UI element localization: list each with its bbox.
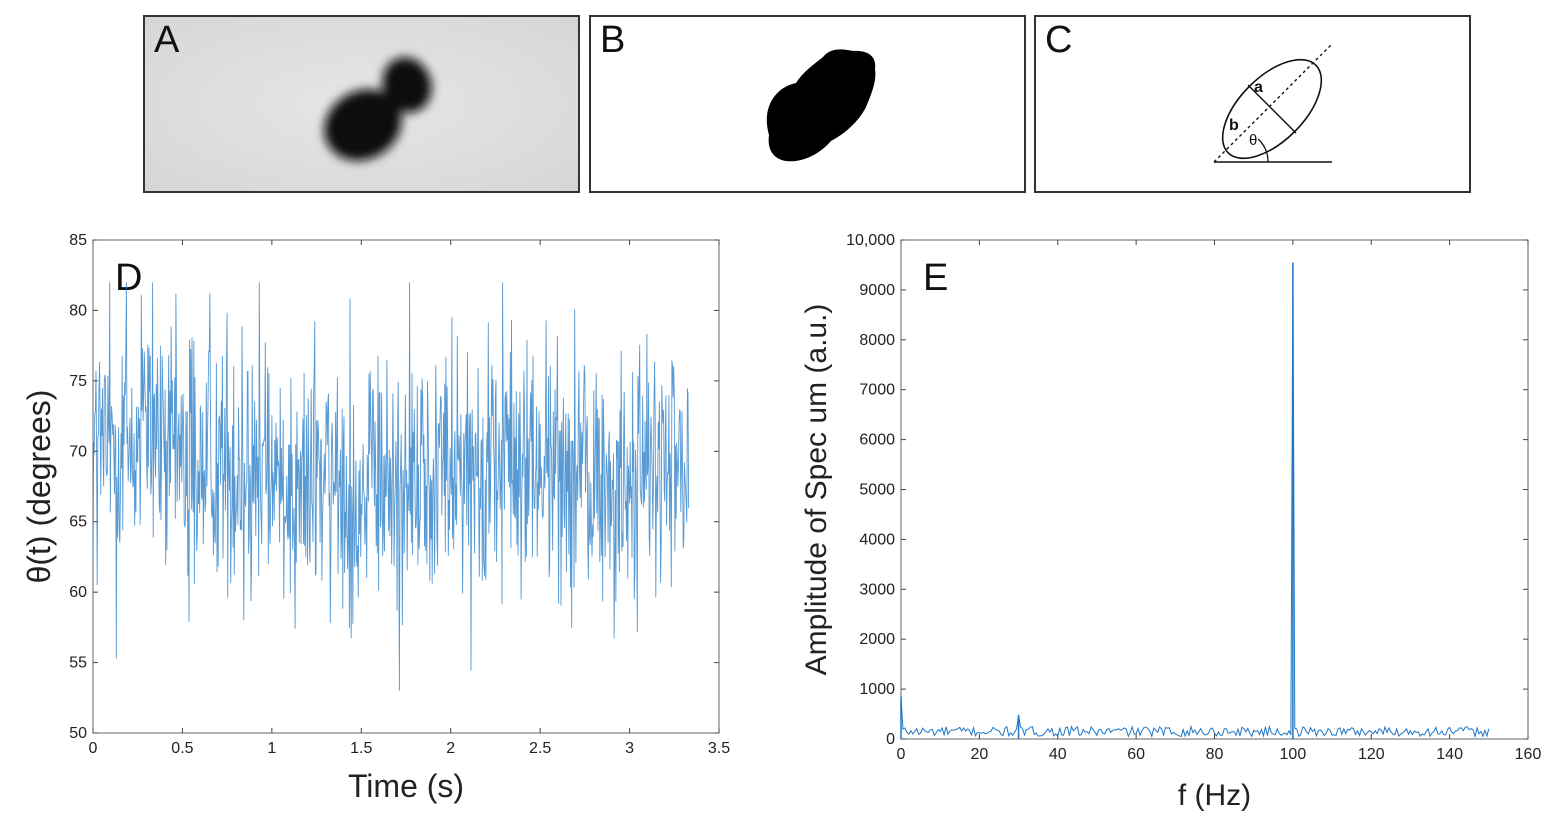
x-axis-label: f (Hz) [1178, 779, 1251, 812]
panel-c-label: C [1045, 19, 1073, 61]
x-tick-label: 0 [897, 746, 906, 763]
axes-frame [900, 239, 1529, 740]
y-tick-label: 4000 [859, 531, 895, 548]
x-tick-label: 2 [446, 740, 455, 757]
panel-b-label: B [600, 19, 626, 61]
x-tick-label: 120 [1358, 746, 1385, 763]
y-tick-label: 70 [69, 443, 87, 460]
label-a: a [1254, 79, 1263, 96]
y-tick-label: 1000 [859, 681, 895, 698]
y-tick-label: 65 [69, 514, 87, 531]
x-tick-label: 100 [1280, 746, 1307, 763]
chart-d-plot-area: 0 0.5 1 1.5 2 2.5 3 3.5 50 55 60 65 70 75 80 85 Time (s)… [21, 232, 730, 804]
y-tick-label: 80 [69, 302, 87, 319]
y-tick-label: 0 [886, 731, 895, 748]
x-tick-label: 2.5 [529, 740, 551, 757]
x-tick-label: 3.5 [708, 740, 730, 757]
y-axis-label: θ(t) (degrees) [21, 390, 57, 584]
mask-blob [766, 49, 876, 162]
spectrum-line [900, 262, 1490, 739]
y-tick-label: 60 [69, 584, 87, 601]
y-axis-label: Amplitude of Spec um (a.u.) [800, 304, 833, 676]
major-axis-line [1213, 43, 1333, 163]
panel-b-binary-mask: B [589, 15, 1026, 193]
x-tick-label: 1.5 [350, 740, 372, 757]
y-tick-label: 50 [69, 725, 87, 742]
x-tick-label: 160 [1515, 746, 1542, 763]
theta-time-series-line [92, 282, 690, 691]
y-tick-label: 10,000 [846, 232, 895, 249]
axes-frame [92, 239, 720, 734]
y-tick-label: 2000 [859, 631, 895, 648]
theta-angle-arc [1257, 138, 1269, 163]
y-tick-label: 55 [69, 655, 87, 672]
panel-c-ellipse-diagram: a b θ C [1034, 15, 1471, 193]
y-tick-label: 7000 [859, 382, 895, 399]
x-tick-label: 1 [267, 740, 276, 757]
y-tick-label: 75 [69, 373, 87, 390]
x-tick-label: 0 [89, 740, 98, 757]
x-tick-label: 60 [1127, 746, 1145, 763]
x-tick-label: 40 [1049, 746, 1067, 763]
micrograph-image [145, 17, 578, 191]
y-tick-label: 8000 [859, 332, 895, 349]
y-tick-label: 6000 [859, 432, 895, 449]
label-theta: θ [1249, 132, 1257, 149]
y-tick-label: 9000 [859, 282, 895, 299]
binary-mask-image [766, 49, 876, 162]
chart-e-plot-area: 0 20 40 60 80 100 120 140 160 0 1000 2000 3000 4000 50… [800, 232, 1541, 812]
x-tick-label: 3 [625, 740, 634, 757]
x-axis-label: Time (s) [348, 768, 464, 804]
x-tick-label: 20 [970, 746, 988, 763]
x-tick-label: 0.5 [171, 740, 193, 757]
panel-a-label: A [154, 19, 180, 61]
y-tick-label: 3000 [859, 581, 895, 598]
panel-a-micrograph: A [143, 15, 580, 193]
panel-label: E [923, 257, 948, 299]
x-tick-label: 140 [1436, 746, 1463, 763]
x-tick-label: 80 [1206, 746, 1224, 763]
panel-label: D [115, 257, 142, 299]
y-tick-label: 85 [69, 232, 87, 249]
minor-axis-line [1247, 84, 1297, 134]
ellipse-diagram: a b θ [1213, 43, 1333, 163]
label-b: b [1229, 117, 1239, 134]
y-tick-label: 5000 [859, 482, 895, 499]
